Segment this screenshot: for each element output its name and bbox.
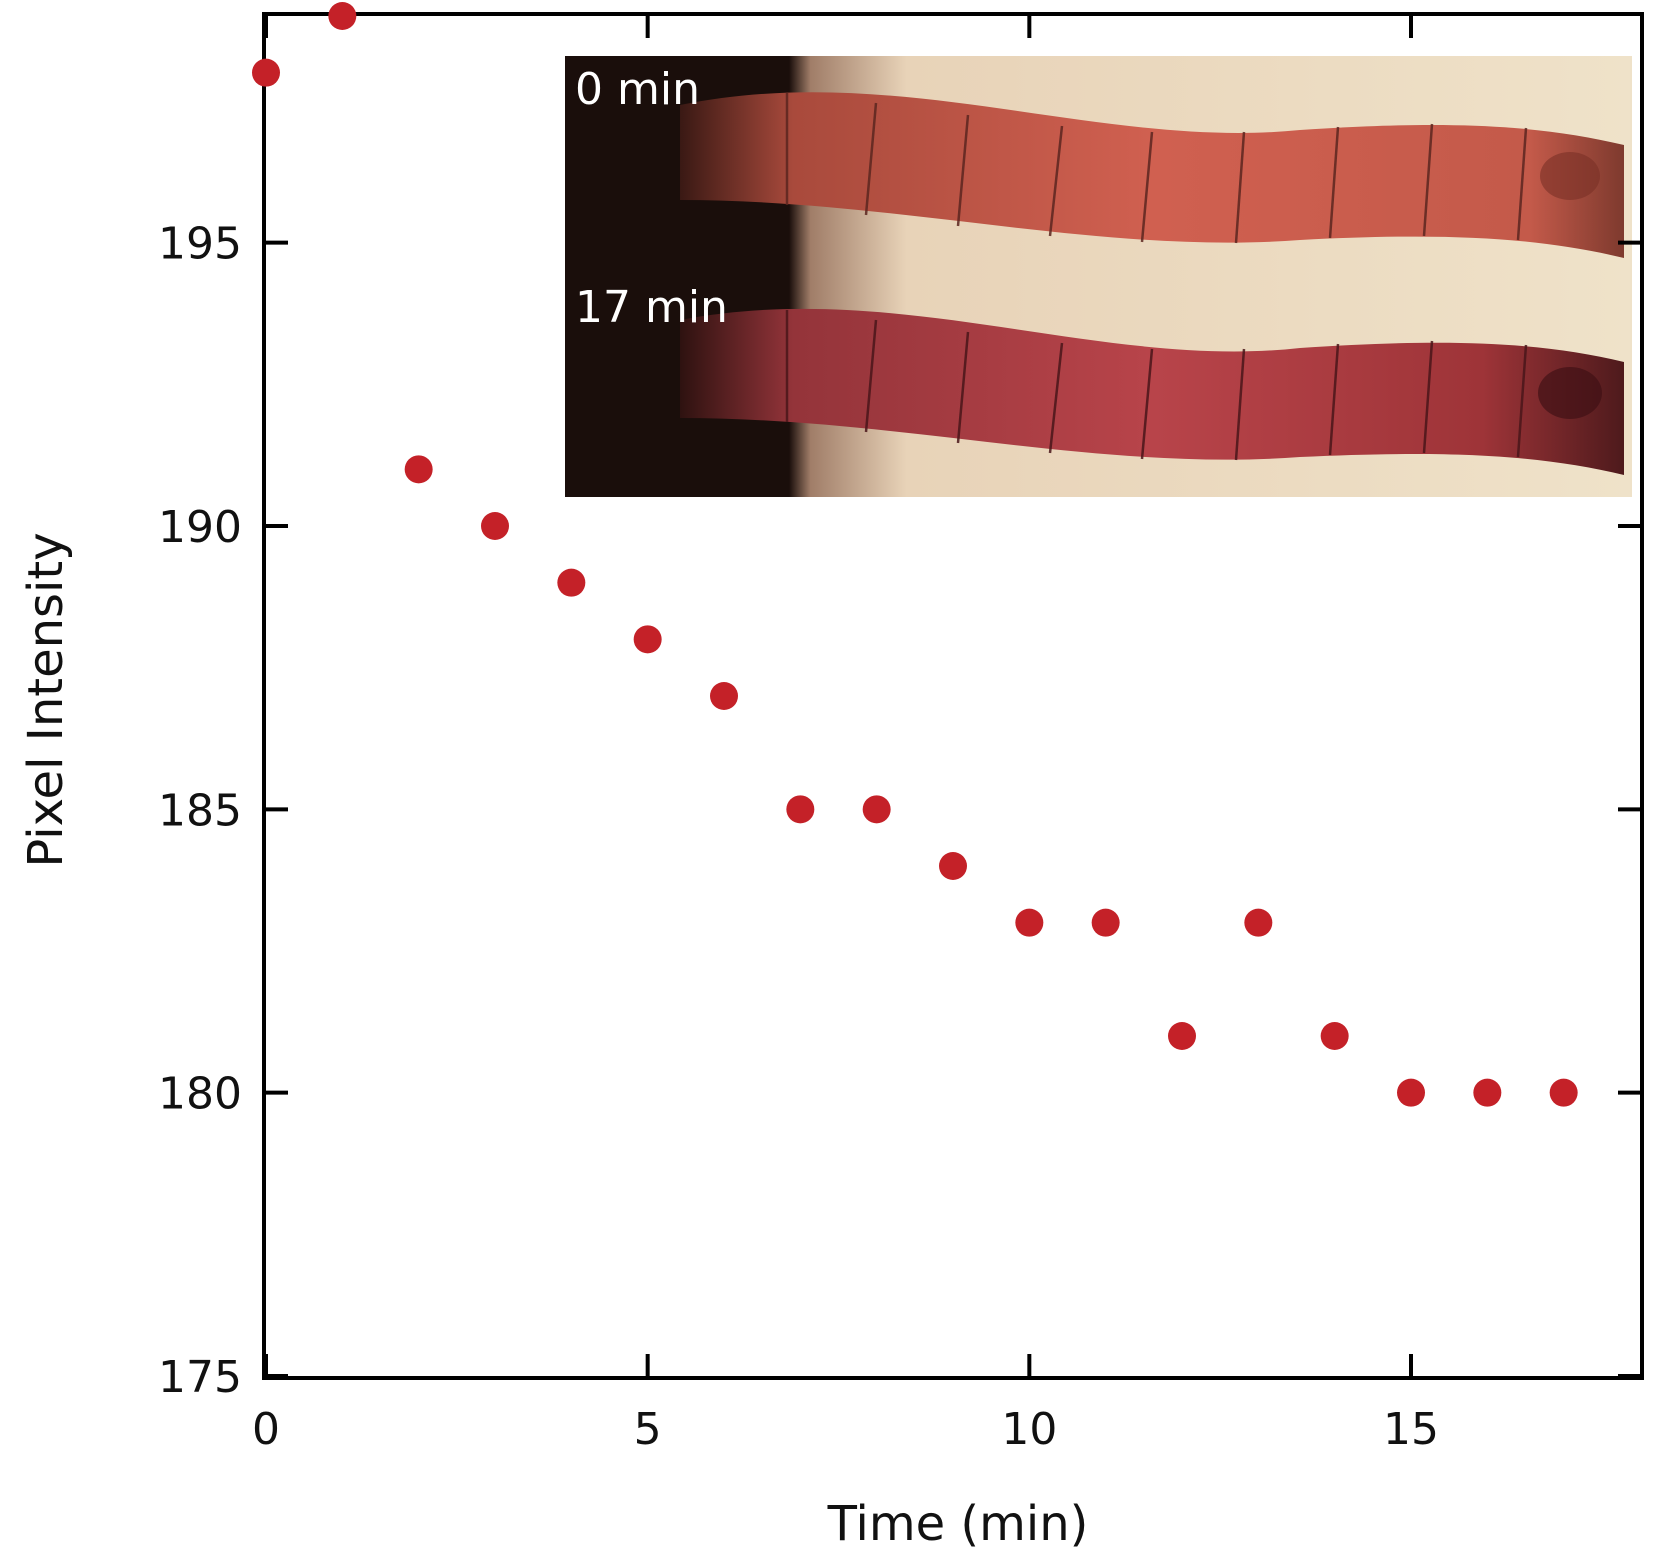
axis-ticks — [264, 16, 1640, 1378]
data-point — [328, 2, 357, 30]
y-axis-label: Pixel Intensity — [18, 532, 74, 867]
data-point — [1320, 1022, 1349, 1050]
data-point — [1015, 908, 1044, 937]
x-axis-label: Time (min) — [827, 1496, 1089, 1552]
data-point — [1091, 908, 1120, 937]
data-point — [1473, 1078, 1502, 1107]
x-tick-label: 5 — [634, 1404, 662, 1455]
plot-frame — [262, 12, 1644, 1380]
data-point — [557, 568, 586, 597]
data-point — [862, 795, 891, 824]
strip-grid-lines-0min — [785, 93, 1528, 244]
paper-strip-0min — [680, 92, 1624, 258]
y-tick-label: 180 — [158, 1069, 242, 1120]
data-points — [252, 2, 1578, 1107]
y-tick-label: 175 — [158, 1352, 242, 1403]
data-point — [481, 512, 509, 540]
data-point — [252, 58, 280, 87]
data-point — [710, 682, 738, 710]
data-point — [1549, 1078, 1578, 1107]
paper-strip-17min — [680, 308, 1624, 475]
inset-panel-0min — [565, 56, 1632, 274]
data-point — [1244, 908, 1273, 937]
data-point — [404, 455, 433, 484]
y-tick-label: 185 — [158, 785, 242, 836]
inset-label-17min: 17 min — [575, 282, 728, 333]
x-tick-label: 15 — [1383, 1404, 1439, 1455]
inset-label-0min: 0 min — [575, 64, 700, 115]
inset-photo: 0 min 17 min — [565, 56, 1632, 497]
inset-panel-17min — [565, 274, 1632, 497]
data-point — [633, 625, 662, 654]
strip-grid-lines-17min — [785, 310, 1528, 461]
data-point — [1168, 1022, 1196, 1050]
data-point — [786, 795, 815, 824]
data-point — [1397, 1078, 1425, 1107]
data-point — [939, 852, 967, 880]
y-tick-label: 195 — [158, 219, 242, 270]
x-tick-label: 0 — [252, 1404, 280, 1455]
tick-labels: 0 5 10 15 175 180 185 190 195 — [158, 219, 1439, 1455]
y-tick-label: 190 — [158, 502, 242, 553]
x-tick-label: 10 — [1001, 1404, 1057, 1455]
